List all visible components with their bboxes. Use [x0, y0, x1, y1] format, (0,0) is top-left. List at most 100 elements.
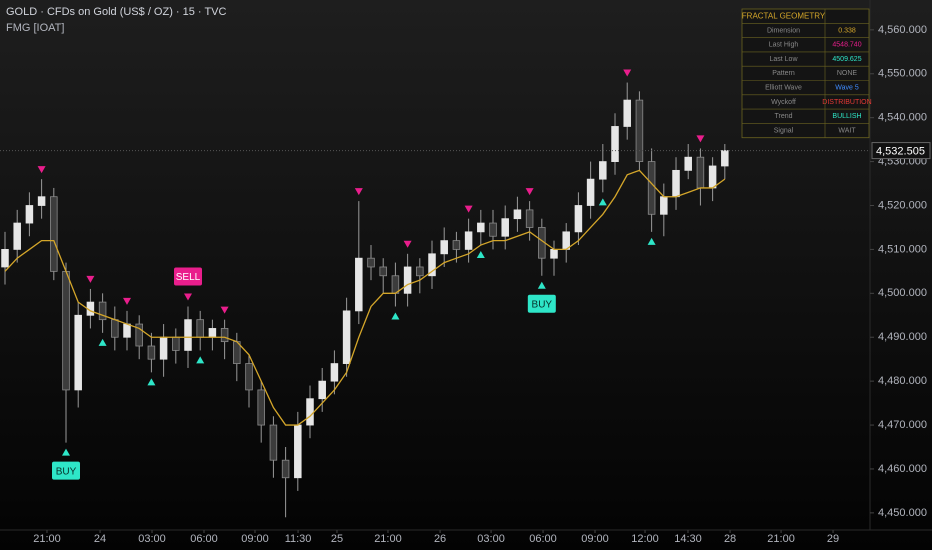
y-tick-label: 4,470.000: [878, 419, 927, 431]
buy-marker: [196, 356, 205, 364]
signal-badge: [174, 267, 203, 286]
candle-body: [452, 240, 461, 250]
panel-row-label: Trend: [774, 113, 792, 120]
candle-body: [147, 345, 156, 360]
x-tick-label: 03:00: [477, 533, 505, 545]
symbol-title: GOLD · CFDs on Gold (US$ / OZ) · 15 · TV…: [6, 6, 227, 18]
candle-body: [1, 249, 9, 268]
x-tick-label: 28: [724, 533, 736, 545]
candle-body: [355, 257, 363, 312]
signal-badge: [527, 294, 556, 313]
panel-row-label: Dimension: [767, 27, 800, 34]
x-tick-label: 11:30: [285, 533, 312, 545]
y-tick-label: 4,500.000: [878, 287, 927, 299]
buy-marker: [647, 237, 656, 245]
sell-marker: [220, 306, 229, 314]
candle-body: [464, 231, 473, 250]
candle-body: [586, 178, 595, 206]
signal-label: BUY: [56, 466, 77, 477]
x-tick-label: 09:00: [241, 533, 269, 545]
buy-marker: [537, 281, 546, 289]
x-tick-label: 24: [94, 533, 106, 545]
candle-body: [599, 161, 607, 180]
candle-body: [501, 218, 509, 237]
x-tick-label: 06:00: [190, 533, 218, 545]
y-tick-label: 4,510.000: [878, 243, 927, 255]
candle-body: [342, 310, 351, 364]
buy-marker: [62, 448, 71, 456]
sell-marker: [464, 205, 473, 213]
candle-body: [525, 209, 534, 228]
sell-marker: [86, 275, 95, 283]
candle-body: [708, 165, 717, 189]
panel-row-label: Wyckoff: [771, 99, 796, 106]
buy-marker: [598, 198, 607, 206]
candle-body: [721, 150, 729, 167]
y-tick-label: 4,450.000: [878, 507, 927, 519]
candle-body: [208, 328, 217, 338]
panel-bg: [741, 8, 870, 139]
panel-row-value: WAIT: [838, 127, 856, 134]
candle-body: [367, 257, 375, 268]
candle-body: [562, 231, 570, 250]
candle-body: [416, 266, 424, 277]
candle-body: [428, 253, 436, 277]
signal-label: SELL: [176, 272, 201, 283]
candle-body: [647, 161, 656, 215]
sell-marker: [354, 188, 363, 196]
x-tick-label: 25: [331, 533, 343, 545]
candle-body: [623, 99, 631, 127]
candle-body: [696, 156, 705, 189]
x-tick-label: 29: [827, 533, 839, 545]
x-tick-label: 14:30: [674, 533, 702, 545]
candle-body: [74, 314, 82, 391]
candle-body: [489, 222, 497, 237]
sell-marker: [184, 293, 193, 301]
buy-marker: [391, 312, 400, 320]
candle-body: [660, 196, 668, 215]
candle-body: [172, 336, 180, 351]
panel-row-label: Elliott Wave: [765, 84, 802, 91]
y-tick-label: 4,540.000: [878, 112, 927, 124]
candle-body: [135, 323, 143, 347]
candle-body: [220, 328, 229, 343]
panel-row-label: Last High: [769, 42, 799, 49]
y-tick-label: 4,490.000: [878, 331, 927, 343]
candle-body: [684, 156, 692, 171]
buy-marker: [476, 251, 485, 259]
signal-badge: [52, 461, 81, 480]
candle-body: [111, 319, 119, 338]
candle-body: [550, 249, 558, 259]
buy-marker: [98, 338, 107, 346]
candle-body: [513, 209, 522, 220]
candle-body: [403, 266, 412, 294]
sell-marker: [525, 188, 534, 196]
overlay-line: [4, 169, 726, 426]
x-tick-label: 06:00: [529, 533, 557, 545]
candle-body: [672, 169, 680, 198]
candle-body: [281, 459, 290, 479]
candle-body: [13, 222, 21, 250]
candle-body: [25, 205, 34, 224]
candle-body: [611, 126, 619, 162]
indicator-name: FMG [IOAT]: [6, 22, 64, 34]
candle-body: [62, 270, 70, 391]
panel-row-value: DISTRIBUTION: [822, 99, 871, 106]
candle-body: [379, 266, 387, 277]
panel-row-value: 0.338: [838, 27, 856, 34]
signal-label: BUY: [532, 299, 553, 310]
panel-row-label: Last Low: [769, 56, 798, 63]
panel-row-value: Wave 5: [835, 84, 859, 91]
last-price-label: 4,532.505: [876, 145, 925, 157]
candle-body: [98, 301, 107, 321]
x-tick-label: 03:00: [138, 533, 166, 545]
x-tick-label: 21:00: [374, 533, 402, 545]
x-tick-label: 12:00: [631, 533, 659, 545]
candle-body: [330, 363, 339, 382]
y-tick-label: 4,480.000: [878, 375, 927, 387]
y-tick-label: 4,550.000: [878, 68, 927, 80]
candle-body: [257, 389, 265, 426]
sell-marker: [696, 135, 705, 143]
